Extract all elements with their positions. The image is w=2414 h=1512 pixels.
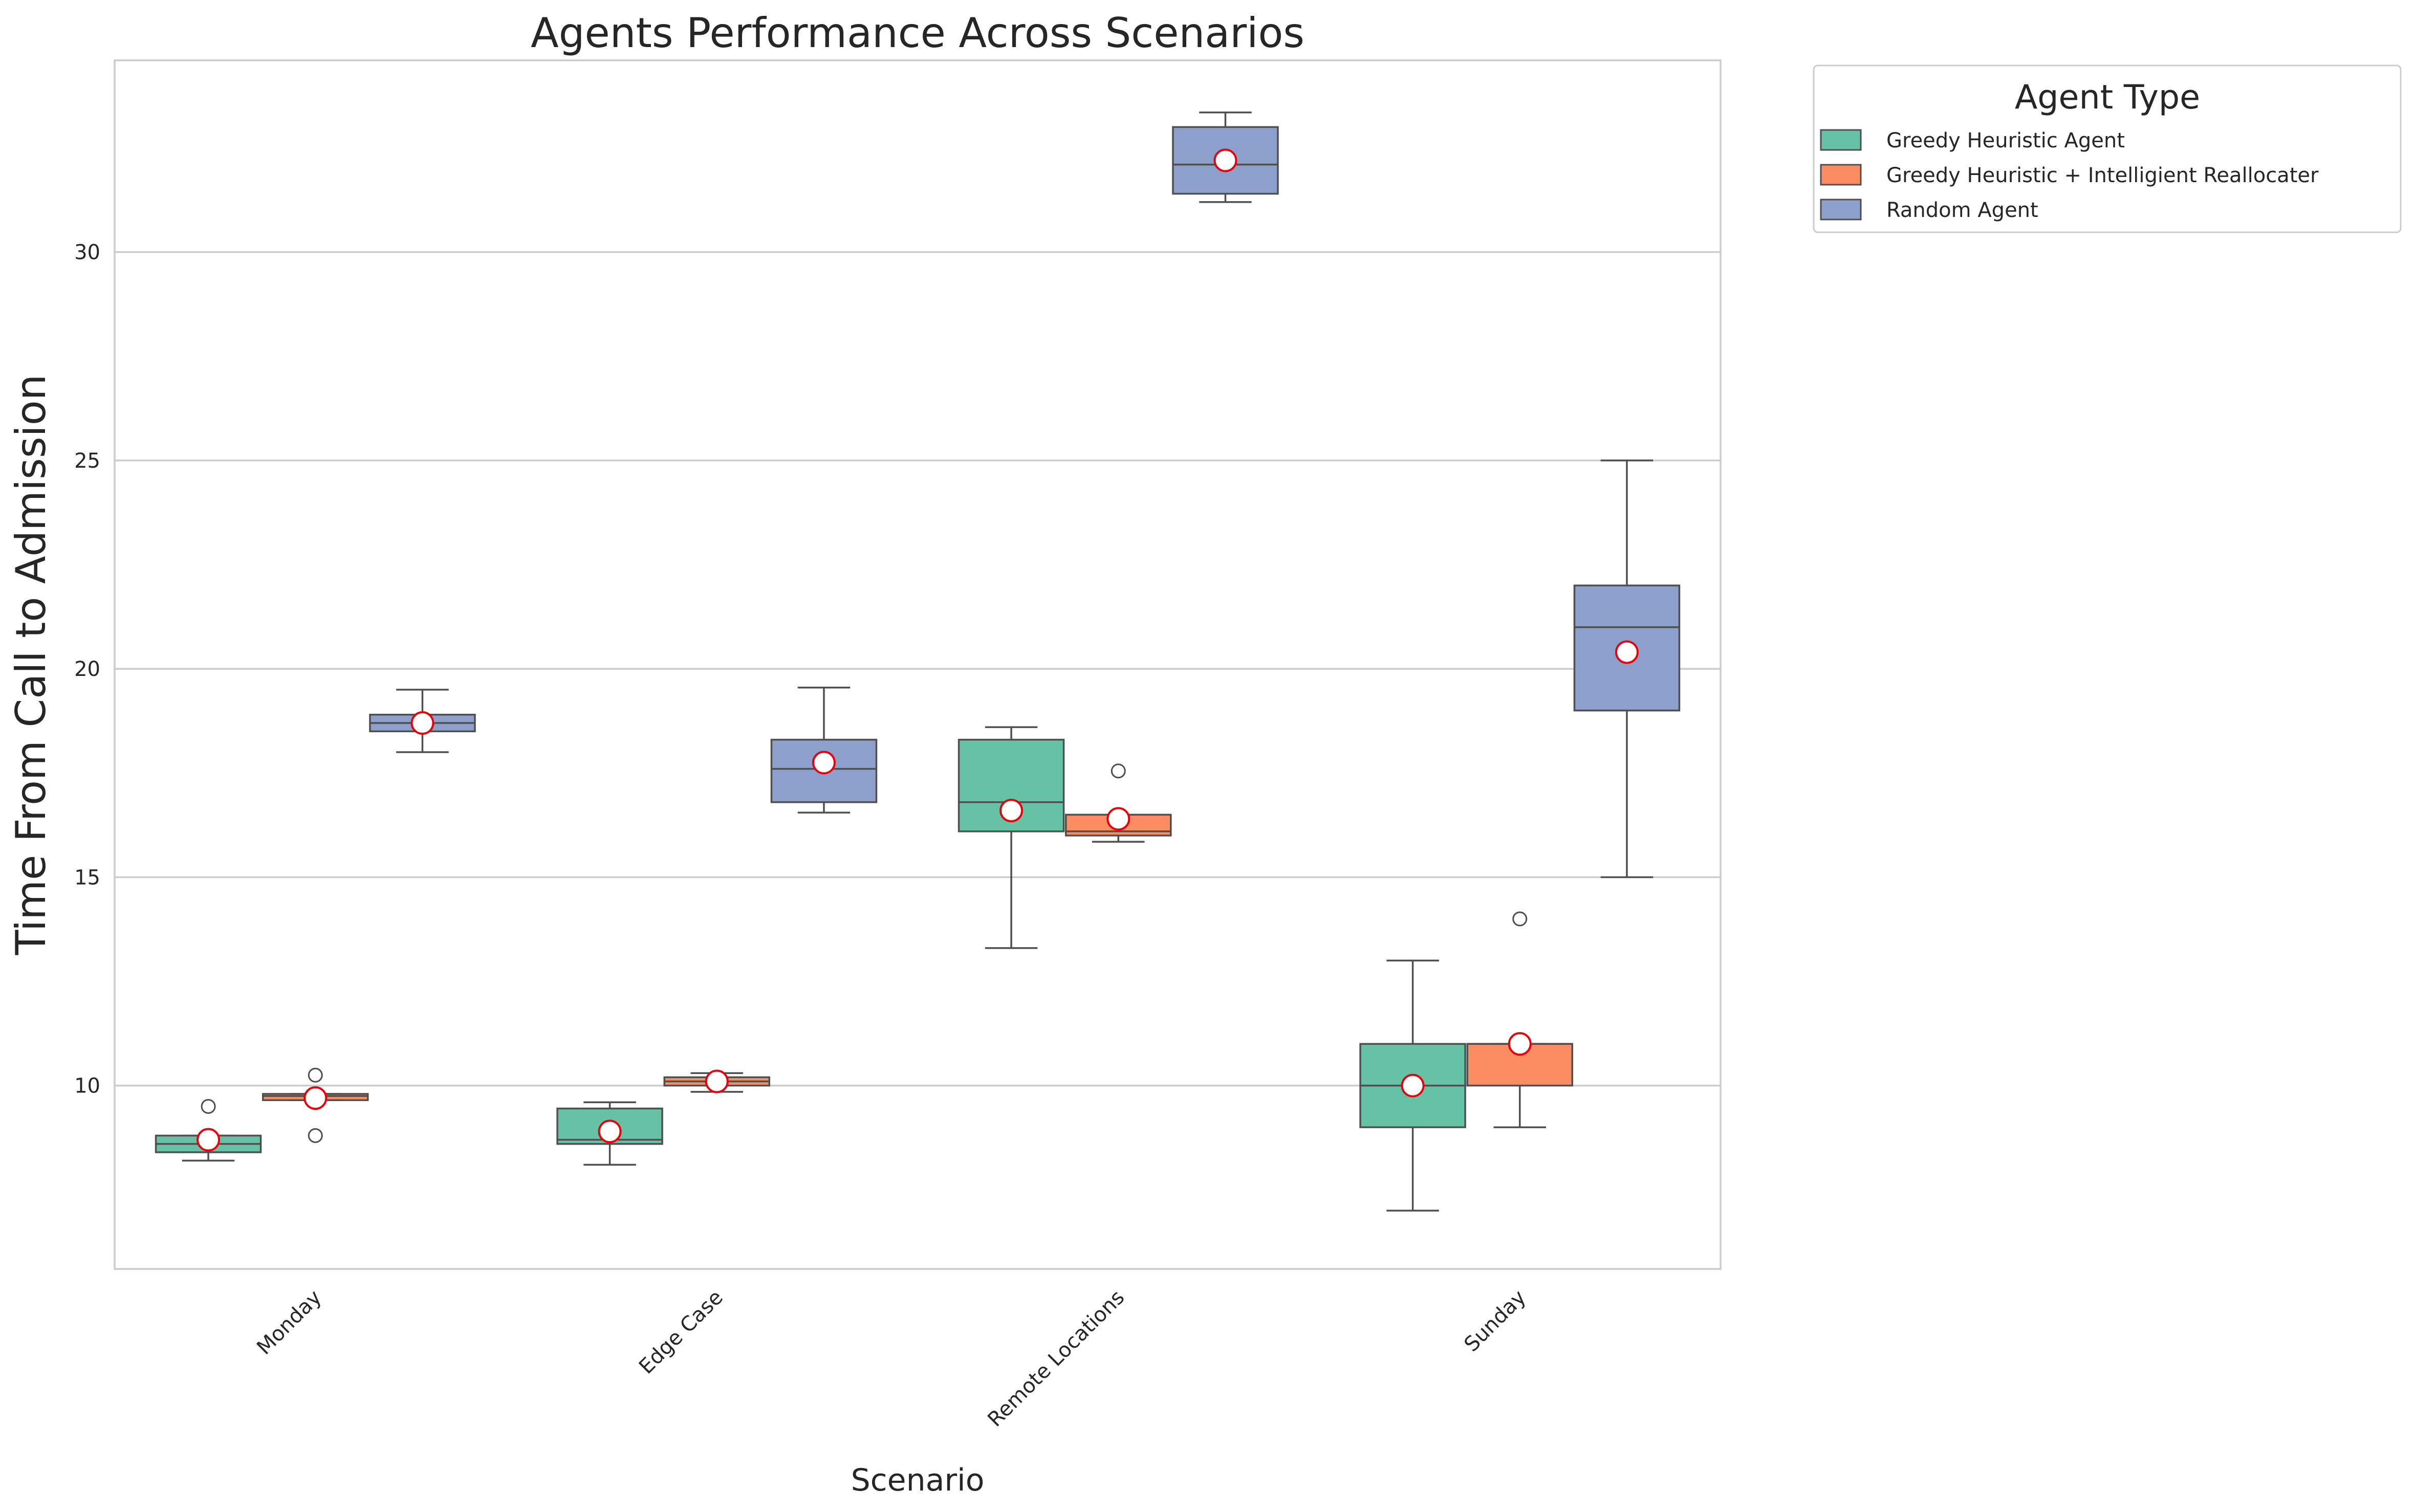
box-group [155, 1099, 262, 1162]
x-axis-label: Scenario [851, 1462, 985, 1498]
box-group [1573, 459, 1681, 879]
box-group [770, 687, 878, 814]
y-tick-labels: 10 15 20 25 30 [74, 241, 100, 1098]
y-tick-label: 15 [74, 866, 100, 889]
outlier-point [308, 1128, 323, 1143]
box-group [369, 689, 476, 753]
box-group [958, 726, 1065, 949]
mean-marker [1615, 640, 1639, 664]
legend-item: Greedy Heuristic Agent [1820, 129, 2125, 152]
legend-title: Agent Type [2015, 78, 2200, 117]
mean-marker [1508, 1032, 1532, 1056]
legend-frame [1813, 64, 2402, 233]
mean-marker [197, 1128, 221, 1152]
mean-marker [705, 1069, 729, 1093]
box-group [1466, 911, 1574, 1128]
mean-marker [1401, 1073, 1425, 1098]
outlier-point [308, 1067, 323, 1083]
outlier-point [1111, 763, 1126, 779]
legend: Agent Type Greedy Heuristic AgentGreedy … [1813, 64, 2402, 233]
legend-swatch [1820, 129, 1862, 151]
chart-title: Agents Performance Across Scenarios [531, 9, 1304, 57]
legend-swatch [1820, 199, 1862, 221]
boxes-layer [155, 112, 1681, 1212]
box-group [663, 1069, 771, 1093]
mean-marker [812, 751, 836, 775]
legend-swatch [1820, 164, 1862, 186]
box-group [262, 1067, 369, 1143]
plot-background [115, 60, 1721, 1269]
legend-item: Random Agent [1820, 199, 2038, 222]
mean-marker [1213, 148, 1237, 172]
y-tick-label: 20 [74, 658, 100, 681]
outlier-point [201, 1099, 216, 1114]
y-tick-label: 10 [74, 1075, 100, 1098]
mean-marker [410, 711, 434, 735]
legend-label: Greedy Heuristic + Intelligient Realloca… [1886, 164, 2319, 187]
legend-item: Greedy Heuristic + Intelligient Realloca… [1820, 164, 2319, 187]
y-tick-label: 30 [74, 241, 100, 265]
mean-marker [303, 1086, 328, 1110]
mean-marker [1106, 807, 1130, 831]
mean-marker [999, 799, 1024, 823]
box-group [1359, 959, 1466, 1212]
legend-label: Greedy Heuristic Agent [1886, 129, 2125, 152]
y-tick-label: 25 [74, 449, 100, 473]
legend-label: Random Agent [1886, 199, 2038, 222]
box-group [1064, 763, 1172, 843]
y-axis-label: Time From Call to Admission [7, 375, 55, 956]
outlier-point [1512, 911, 1528, 927]
box-group [556, 1101, 663, 1166]
plot-frame [114, 59, 1722, 1270]
legend-items: Greedy Heuristic Agent Greedy Heuristic +… [1820, 129, 2319, 222]
mean-marker [598, 1120, 622, 1144]
box-group [1172, 112, 1279, 203]
